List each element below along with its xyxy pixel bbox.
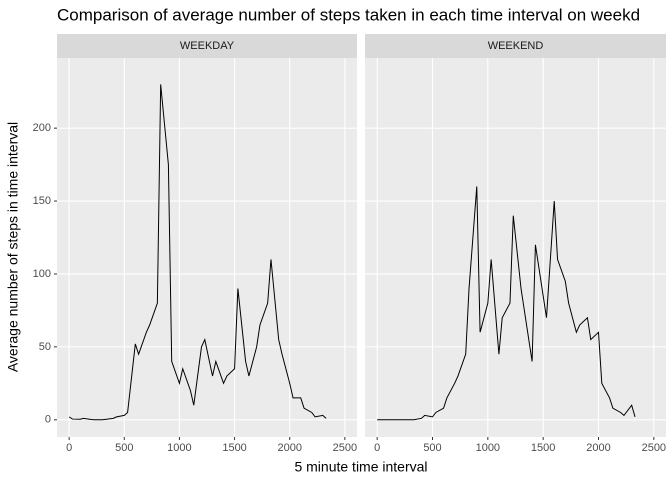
panel-background — [365, 58, 666, 437]
chart-title: Comparison of average number of steps ta… — [57, 5, 640, 24]
x-tick-label: 1500 — [531, 442, 555, 454]
strip — [57, 34, 357, 58]
strip-label: WEEKEND — [488, 40, 544, 52]
x-tick-label: 2500 — [642, 442, 666, 454]
data-line — [68, 84, 327, 421]
x-axis-title: 5 minute time interval — [294, 459, 427, 475]
strip — [365, 34, 666, 58]
x-tick-label: 2000 — [586, 442, 610, 454]
y-tick-label: 0 — [45, 414, 51, 426]
x-tick-label: 1000 — [167, 442, 191, 454]
y-tick-label: 50 — [39, 341, 51, 353]
panel-background — [57, 58, 357, 437]
y-tick-label: 150 — [33, 195, 51, 207]
x-tick-label: 0 — [66, 442, 72, 454]
x-tick-label: 0 — [374, 442, 380, 454]
x-tick-label: 500 — [115, 442, 133, 454]
y-tick-label: 200 — [33, 122, 51, 134]
y-tick-label: 100 — [33, 268, 51, 280]
x-tick-label: 1500 — [222, 442, 246, 454]
strip-label: WEEKDAY — [180, 40, 235, 52]
x-tick-label: 2500 — [333, 442, 357, 454]
x-tick-label: 500 — [423, 442, 441, 454]
x-tick-label: 1000 — [476, 442, 500, 454]
x-tick-label: 2000 — [277, 442, 301, 454]
y-axis-title: Average number of steps in time interval — [5, 122, 21, 372]
data-line — [377, 186, 636, 421]
